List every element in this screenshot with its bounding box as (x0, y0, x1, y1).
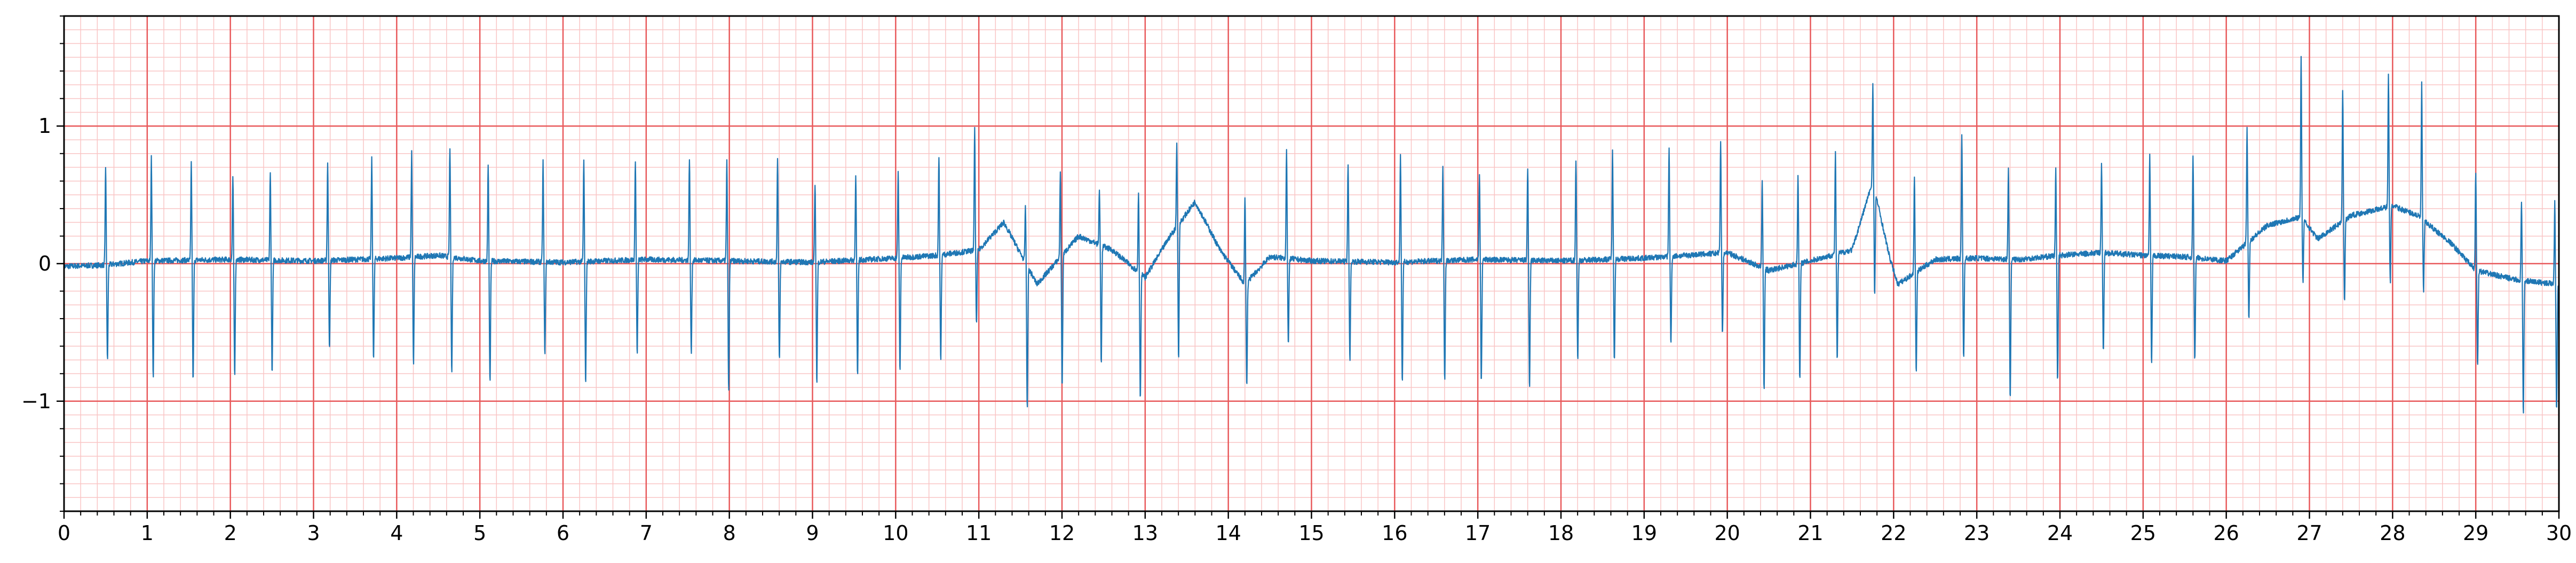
x-tick-label: 29 (2463, 521, 2488, 545)
x-tick-label: 21 (1797, 521, 1823, 545)
x-tick-label: 17 (1465, 521, 1491, 545)
x-tick-label: 7 (640, 521, 653, 545)
x-tick-label: 18 (1548, 521, 1574, 545)
x-tick-label: 9 (806, 521, 819, 545)
x-tick-label: 26 (2213, 521, 2239, 545)
y-tick-label: −1 (21, 390, 51, 413)
y-axis: −1 0 1 (21, 15, 64, 512)
x-tick-label: 28 (2380, 521, 2405, 545)
x-tick-label: 19 (1631, 521, 1657, 545)
x-tick-label: 2 (224, 521, 237, 545)
x-axis: 0 1 2 3 4 5 6 7 8 9 10 11 12 13 14 15 16 17 18 19 20 21 22 23 24… (58, 511, 2572, 545)
x-tick-label: 25 (2130, 521, 2156, 545)
x-tick-label: 14 (1215, 521, 1241, 545)
y-tick-label: 1 (38, 114, 51, 138)
x-tick-label: 5 (473, 521, 486, 545)
x-tick-label: 30 (2546, 521, 2572, 545)
x-tick-label: 23 (1964, 521, 1990, 545)
x-tick-label: 4 (390, 521, 403, 545)
x-tick-label: 22 (1881, 521, 1906, 545)
x-tick-label: 6 (557, 521, 569, 545)
x-tick-label: 15 (1298, 521, 1324, 545)
x-tick-label: 24 (2047, 521, 2073, 545)
x-tick-label: 27 (2296, 521, 2322, 545)
x-tick-label: 12 (1049, 521, 1075, 545)
x-tick-label: 11 (966, 521, 992, 545)
x-tick-label: 13 (1132, 521, 1158, 545)
x-tick-label: 16 (1382, 521, 1407, 545)
y-tick-label: 0 (38, 252, 51, 275)
x-tick-label: 0 (58, 521, 70, 545)
x-tick-label: 3 (307, 521, 320, 545)
x-tick-label: 10 (883, 521, 908, 545)
x-tick-label: 20 (1714, 521, 1740, 545)
x-tick-label: 1 (141, 521, 154, 545)
ecg-trace-line (63, 55, 2559, 414)
x-tick-label: 8 (723, 521, 736, 545)
series-layer (63, 55, 2559, 414)
